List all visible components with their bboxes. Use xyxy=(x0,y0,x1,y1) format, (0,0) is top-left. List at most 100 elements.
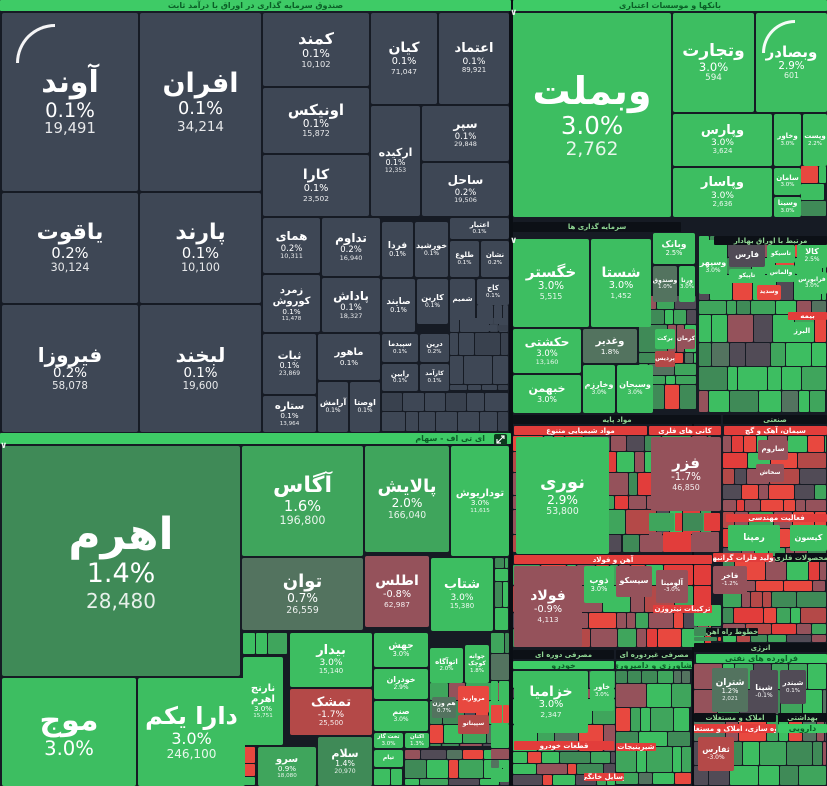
treemap-cell-small[interactable] xyxy=(729,766,758,785)
treemap-cell-small[interactable] xyxy=(683,613,698,628)
treemap-cell[interactable]: خورشید 0.1% xyxy=(415,222,448,277)
treemap-cell-small[interactable] xyxy=(738,366,768,390)
treemap-cell-small[interactable] xyxy=(764,608,776,623)
treemap-cell[interactable]: وسپهر 3.0% xyxy=(699,240,727,294)
treemap-cell[interactable]: کالا 2.5% xyxy=(797,243,827,268)
treemap-cell-small[interactable] xyxy=(771,623,797,634)
treemap-cell-small[interactable] xyxy=(694,690,717,714)
treemap-cell-small[interactable] xyxy=(711,342,730,366)
treemap-cell-small[interactable] xyxy=(699,390,708,412)
sector-header-bar[interactable]: دارویی xyxy=(778,724,827,733)
treemap-cell[interactable]: لبخند 0.1% 19,600 xyxy=(140,305,261,432)
treemap-cell[interactable]: کارآمد 0.1% xyxy=(420,364,449,391)
treemap-cell-small[interactable] xyxy=(728,314,754,342)
treemap-cell[interactable]: پالایش 2.0% 166,040 xyxy=(365,446,449,552)
treemap-cell-small[interactable] xyxy=(448,760,458,778)
treemap-cell[interactable]: ساروم xyxy=(758,440,788,460)
treemap-cell-small[interactable] xyxy=(552,774,576,785)
treemap-cell-small[interactable] xyxy=(626,509,656,534)
treemap-cell[interactable]: سپیناتو xyxy=(458,715,489,734)
treemap-cell-small[interactable] xyxy=(500,759,509,768)
treemap-cell-small[interactable] xyxy=(666,376,676,385)
treemap-cell-small[interactable] xyxy=(737,634,751,642)
treemap-cell-small[interactable] xyxy=(767,634,786,642)
treemap-cell-small[interactable] xyxy=(819,166,826,183)
treemap-cell[interactable]: وپارس 3.0% 3,624 xyxy=(673,114,772,166)
treemap-cell-small[interactable] xyxy=(450,332,458,356)
treemap-cell[interactable]: کارین 0.1% xyxy=(417,279,448,324)
treemap-cell-small[interactable] xyxy=(430,683,448,700)
treemap-cell-small[interactable] xyxy=(799,766,826,785)
expand-icon[interactable] xyxy=(494,434,507,445)
treemap-cell-small[interactable] xyxy=(798,453,826,469)
treemap-cell[interactable]: اکتان 1.3% xyxy=(405,733,429,748)
treemap-cell-small[interactable] xyxy=(406,412,418,431)
treemap-cell-small[interactable] xyxy=(810,390,826,412)
treemap-cell[interactable]: نارنج اهرم 3.0% 15,751 xyxy=(243,657,283,745)
treemap-cell[interactable]: تاپیکو xyxy=(729,269,765,283)
treemap-cell-small[interactable] xyxy=(743,436,757,453)
treemap-cell[interactable]: زمرد کوروش 0.1% 11,478 xyxy=(263,275,320,332)
treemap-cell-small[interactable] xyxy=(498,412,508,431)
treemap-cell[interactable]: سیسکو xyxy=(616,566,652,597)
treemap-cell[interactable]: اعتبار 0.1% xyxy=(450,218,509,239)
treemap-cell-small[interactable] xyxy=(758,766,780,785)
treemap-cell-small[interactable] xyxy=(536,763,567,774)
treemap-cell-small[interactable] xyxy=(760,500,784,511)
treemap-cell-small[interactable] xyxy=(491,759,500,768)
treemap-cell[interactable]: فاخر -1.2% xyxy=(713,566,747,594)
treemap-cell-small[interactable] xyxy=(797,623,811,634)
treemap-cell-small[interactable] xyxy=(786,634,812,642)
treemap-cell-small[interactable] xyxy=(491,654,509,681)
treemap-cell-small[interactable] xyxy=(560,752,590,763)
treemap-cell-small[interactable] xyxy=(674,513,682,532)
treemap-cell[interactable]: درین 0.2% xyxy=(420,334,449,362)
treemap-cell[interactable]: پردیس xyxy=(655,351,675,367)
treemap-cell-small[interactable] xyxy=(694,627,711,637)
treemap-cell-small[interactable] xyxy=(668,732,690,747)
treemap-cell-small[interactable] xyxy=(639,353,661,364)
treemap-cell[interactable]: شبندر 0.1% xyxy=(780,670,806,704)
treemap-cell-small[interactable] xyxy=(682,671,690,684)
sector-header-bar[interactable]: فراورده های نفتی xyxy=(696,654,827,663)
treemap-cell-small[interactable] xyxy=(673,309,687,324)
treemap-cell[interactable]: ارکیده 0.1% 12,353 xyxy=(371,106,420,216)
treemap-cell-small[interactable] xyxy=(405,760,426,778)
treemap-cell-small[interactable] xyxy=(482,385,497,390)
treemap-cell[interactable]: نشان 0.2% xyxy=(481,241,509,277)
treemap-cell-small[interactable] xyxy=(466,393,485,412)
treemap-cell-small[interactable] xyxy=(730,390,758,412)
treemap-cell[interactable]: همای 0.2% 10,311 xyxy=(263,218,320,273)
treemap-cell-small[interactable] xyxy=(673,613,683,628)
treemap-cell-small[interactable] xyxy=(811,623,826,634)
treemap-cell-small[interactable] xyxy=(801,166,819,183)
treemap-cell-small[interactable] xyxy=(627,671,641,684)
treemap-cell[interactable]: شستا 3.0% 1,452 xyxy=(591,239,651,327)
treemap-cell[interactable]: سپیدما 0.1% xyxy=(382,334,418,362)
treemap-cell-small[interactable] xyxy=(628,495,646,509)
treemap-cell[interactable]: خزامیا 3.0% 2,347 xyxy=(514,671,588,733)
treemap-cell[interactable]: سرو 0.9% 18,080 xyxy=(258,747,316,786)
treemap-cell[interactable]: تاسیکو xyxy=(767,245,795,263)
treemap-cell-small[interactable] xyxy=(808,436,824,453)
treemap-cell[interactable]: فولاد -0.9% 4,113 xyxy=(514,566,582,647)
sector-header-bar[interactable]: مواد پایه xyxy=(513,415,721,424)
treemap-cell-small[interactable] xyxy=(811,342,826,366)
sector-header-bar[interactable]: تولید فلزات گرانبها xyxy=(713,553,773,562)
treemap-cell-small[interactable] xyxy=(646,747,673,772)
treemap-cell[interactable]: طلوع 0.1% xyxy=(450,241,479,277)
treemap-cell[interactable]: وخارزم 3.0% xyxy=(583,365,615,413)
chevron-down-icon[interactable]: ∨ xyxy=(510,236,518,246)
treemap-cell-small[interactable] xyxy=(462,750,483,760)
treemap-cell-small[interactable] xyxy=(671,684,691,707)
treemap-cell-small[interactable] xyxy=(480,412,498,431)
treemap-cell-small[interactable] xyxy=(450,356,463,385)
treemap-cell-small[interactable] xyxy=(243,763,255,776)
treemap-cell-small[interactable] xyxy=(673,747,682,772)
treemap-cell-small[interactable] xyxy=(649,513,674,532)
treemap-cell[interactable]: والماس xyxy=(767,265,795,282)
treemap-cell-small[interactable] xyxy=(742,547,754,557)
treemap-cell-small[interactable] xyxy=(657,628,681,647)
treemap-cell-small[interactable] xyxy=(782,366,801,390)
treemap-cell-small[interactable] xyxy=(459,743,482,746)
